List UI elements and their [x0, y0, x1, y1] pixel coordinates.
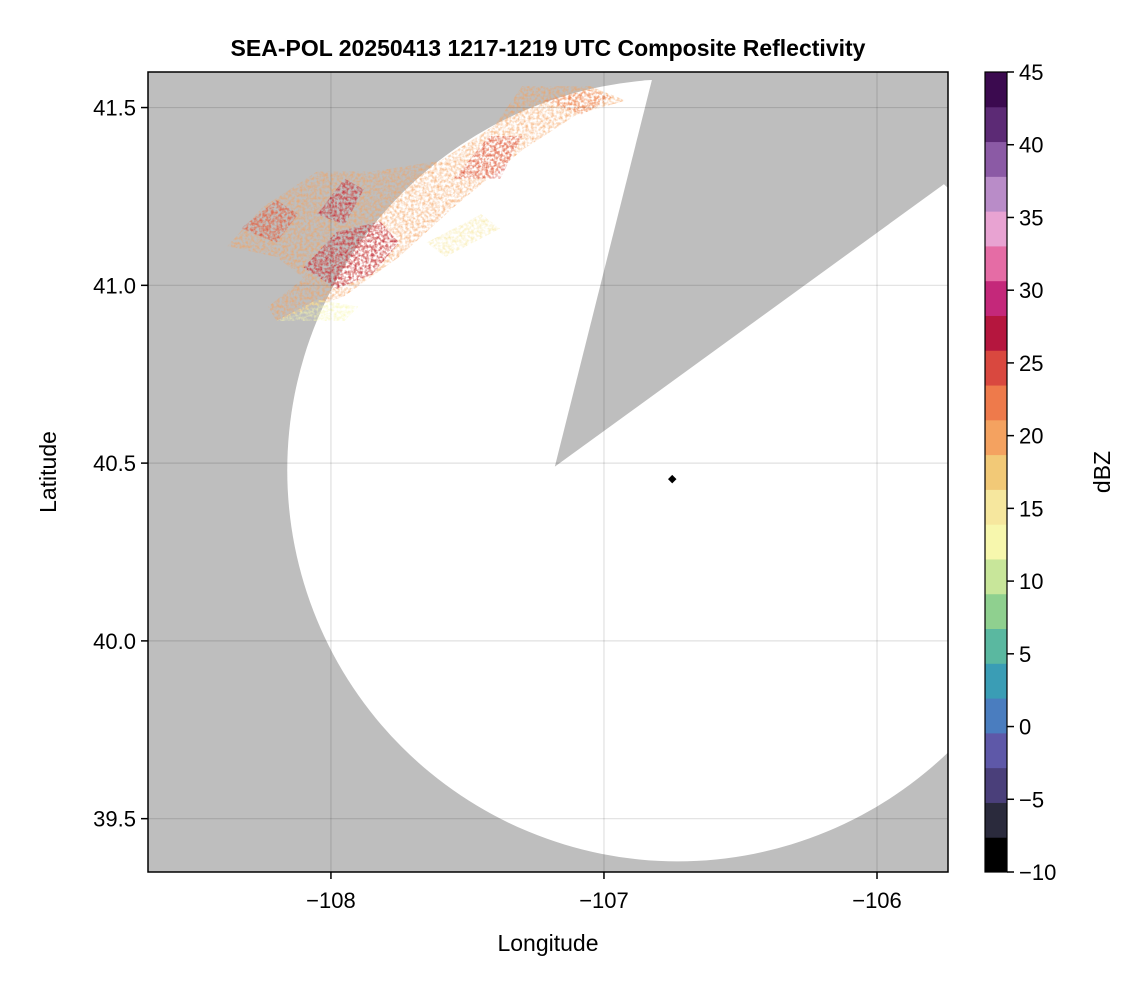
x-tick-label: −108 — [306, 888, 356, 913]
echo-polygon — [543, 89, 613, 115]
colorbar-segment — [985, 141, 1007, 177]
colorbar-segment — [985, 698, 1007, 734]
colorbar-segment — [985, 245, 1007, 282]
colorbar-segment — [985, 837, 1007, 873]
colorbar-tick-label: 5 — [1019, 642, 1031, 667]
blocked-sector — [554, 72, 948, 467]
echo-region — [276, 299, 359, 321]
colorbar-tick-label: 0 — [1019, 715, 1031, 740]
echo-region — [543, 89, 613, 115]
chart-title: SEA-POL 20250413 1217-1219 UTC Composite… — [231, 35, 866, 61]
echo-polygon — [317, 178, 364, 225]
colorbar-segment — [985, 663, 1007, 699]
colorbar-segment — [985, 593, 1007, 630]
echo-polygon — [303, 221, 400, 289]
colorbar-segment — [985, 767, 1007, 803]
gridlines — [148, 72, 948, 872]
colorbar-tick-label: 15 — [1019, 496, 1043, 521]
y-tick-label: 40.5 — [93, 451, 136, 476]
colorbar-segment — [985, 72, 1007, 108]
echo-polygon — [453, 136, 523, 179]
colorbar-segment — [985, 211, 1007, 247]
x-axis: −108 −107 −106 — [306, 872, 902, 913]
colorbar-label: dBZ — [1089, 451, 1115, 493]
colorbar-segment — [985, 558, 1007, 595]
y-tick-label: 39.5 — [93, 807, 136, 832]
echo-layer — [227, 86, 626, 321]
colorbar-segment — [985, 315, 1007, 351]
colorbar-segment — [985, 350, 1007, 386]
x-tick-label: −107 — [579, 888, 629, 913]
x-tick-label: −106 — [852, 888, 902, 913]
colorbar-segment — [985, 802, 1007, 838]
colorbar-segment — [985, 419, 1007, 456]
colorbar-segment — [985, 732, 1007, 769]
colorbar: −10 −5 0 5 10 15 20 25 30 35 40 45 — [984, 60, 1056, 885]
colorbar-tick-label: −5 — [1019, 787, 1044, 812]
colorbar-frame — [984, 71, 1008, 873]
echo-polygon — [426, 214, 501, 257]
colorbar-tick-label: 10 — [1019, 569, 1043, 594]
y-tick-label: 41.0 — [93, 273, 136, 298]
echo-region — [317, 178, 364, 225]
colorbar-tick-label: 40 — [1019, 133, 1043, 158]
colorbar-tick-label: 35 — [1019, 205, 1043, 230]
echo-region — [303, 221, 400, 289]
colorbar-segment — [985, 176, 1007, 212]
y-tick-label: 41.5 — [93, 96, 136, 121]
y-axis: 39.5 40.0 40.5 41.0 41.5 — [93, 96, 148, 832]
echo-polygon — [240, 200, 299, 243]
colorbar-tick-label: −10 — [1019, 860, 1056, 885]
echo-region — [453, 136, 523, 179]
colorbar-tick-label: 45 — [1019, 60, 1043, 85]
colorbar-segment — [985, 106, 1007, 143]
echo-region — [426, 214, 501, 257]
colorbar-segment — [985, 628, 1007, 664]
y-tick-label: 40.0 — [93, 629, 136, 654]
colorbar-segment — [985, 524, 1007, 560]
colorbar-segment — [985, 385, 1007, 421]
colorbar-tick-label: 30 — [1019, 278, 1043, 303]
colorbar-tick-label: 25 — [1019, 351, 1043, 376]
colorbar-segment — [985, 454, 1007, 490]
echo-polygon — [276, 299, 359, 321]
x-axis-label: Longitude — [497, 930, 598, 956]
colorbar-segment — [985, 489, 1007, 525]
echo-region — [240, 200, 299, 243]
colorbar-segment — [985, 280, 1007, 316]
plot-frame — [147, 71, 949, 873]
radar-location-marker — [667, 474, 677, 484]
y-axis-label: Latitude — [35, 431, 61, 513]
plot-area — [148, 72, 948, 872]
colorbar-tick-label: 20 — [1019, 424, 1043, 449]
